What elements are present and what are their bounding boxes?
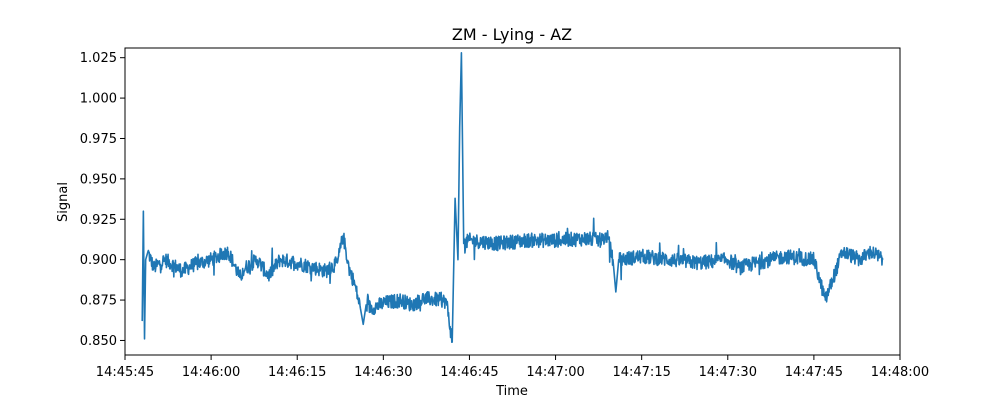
signal-line [141,52,884,343]
plot-background [125,48,900,355]
x-tick-label: 14:46:45 [440,365,498,380]
series-layer [141,52,884,343]
x-tick-label: 14:45:45 [96,365,154,380]
x-tick-label: 14:46:30 [354,365,412,380]
y-tick-label: 0.975 [80,132,117,147]
y-axis: 0.850 0.875 0.900 0.925 0.950 0.975 1.000 1.025 [80,51,125,349]
plot-area [124,47,901,356]
x-tick-label: 14:47:30 [699,365,757,380]
x-tick-label: 14:46:15 [268,365,326,380]
x-tick-label: 14:46:00 [182,365,240,380]
y-tick-label: 0.850 [80,334,117,349]
x-tick-label: 14:47:15 [612,365,670,380]
x-axis-label: Time [495,384,528,399]
y-tick-label: 1.025 [80,51,117,66]
y-tick-label: 0.950 [80,172,117,187]
y-tick-label: 0.900 [80,253,117,268]
x-tick-label: 14:47:00 [526,365,584,380]
x-axis: 14:45:45 14:46:00 14:46:15 14:46:30 14:46:45… [96,355,929,380]
x-tick-label: 14:48:00 [871,365,929,380]
chart-title: ZM - Lying - AZ [452,25,572,44]
y-tick-label: 0.925 [80,213,117,228]
y-tick-label: 1.000 [80,92,117,107]
y-axis-label: Signal [56,182,71,222]
y-tick-label: 0.875 [80,294,117,309]
x-tick-label: 14:47:45 [785,365,843,380]
plot-frame [124,47,901,356]
